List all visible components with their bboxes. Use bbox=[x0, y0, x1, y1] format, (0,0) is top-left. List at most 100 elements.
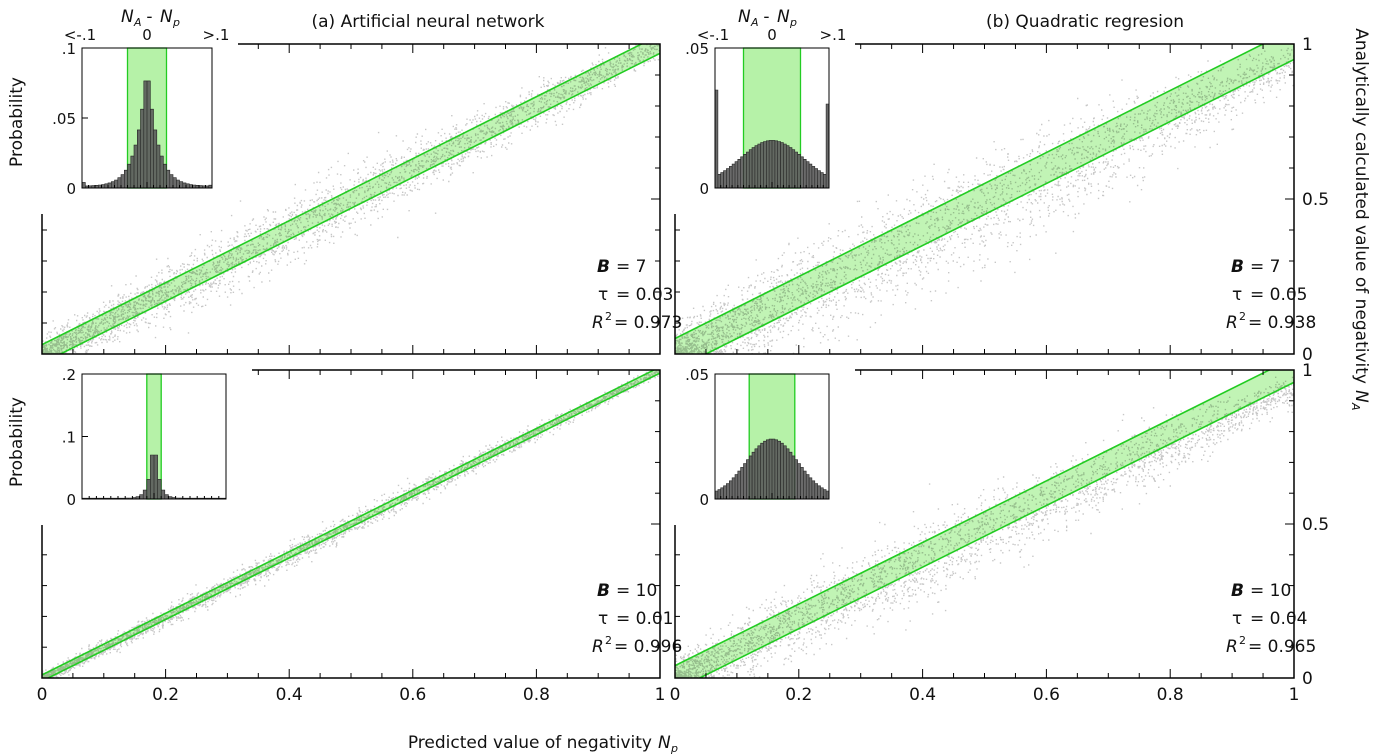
band-upper-line bbox=[42, 370, 656, 676]
y-axis-subscript: A bbox=[1349, 402, 1362, 411]
tolerance-band bbox=[42, 370, 660, 678]
y-tick-label: 0.5 bbox=[1302, 515, 1329, 535]
x-axis-symbol: N bbox=[658, 733, 671, 753]
y-axis-symbol: N bbox=[1351, 390, 1371, 403]
x-tick-label: 0.8 bbox=[523, 685, 550, 705]
x-tick-label: 1 bbox=[1289, 685, 1300, 705]
stat-R2-value: = 0.973 bbox=[614, 313, 682, 333]
tolerance-band bbox=[675, 370, 1294, 678]
panel-a-top: B = 7 τ = 0.03 R 2 = 0.973 .1 .05 0 <-.1 0 >.1 bbox=[40, 26, 682, 355]
svg-text:p: p bbox=[172, 16, 180, 29]
scatter-points bbox=[42, 44, 660, 354]
inset-histogram-bars bbox=[81, 454, 227, 500]
band-lower-line bbox=[46, 372, 660, 678]
stat-R2-exponent: 2 bbox=[605, 634, 612, 647]
stat-R2-symbol: R bbox=[592, 637, 604, 657]
title-a: (a) Artificial neural network bbox=[312, 12, 545, 32]
stat-B-value: = 10 bbox=[1250, 581, 1291, 601]
band-lower-line bbox=[58, 52, 660, 354]
stat-B-label: B bbox=[1231, 257, 1244, 277]
band-upper-line bbox=[675, 370, 1272, 667]
plot-area-b-top bbox=[675, 44, 1294, 354]
inset-b-top: .05 0 bbox=[673, 40, 855, 214]
svg-text:-: - bbox=[758, 7, 775, 27]
inset-ylabel-bottom: Probability bbox=[7, 397, 27, 487]
x-axis-label: Predicted value of negativity bbox=[408, 733, 652, 753]
inset-y-tick-label: .05 bbox=[685, 366, 709, 384]
stat-R2-symbol: R bbox=[1226, 637, 1238, 657]
stat-tau-symbol: τ bbox=[598, 285, 608, 305]
x-axis-subscript: p bbox=[670, 742, 678, 755]
stat-R2-symbol: R bbox=[1226, 313, 1238, 333]
stat-R2-value: = 0.938 bbox=[1248, 313, 1316, 333]
inset-y-tick-label: .05 bbox=[685, 40, 709, 58]
stat-tau-symbol: τ bbox=[1232, 285, 1242, 305]
x-tick-label: 0.2 bbox=[152, 685, 179, 705]
stat-tau-value: = 0.05 bbox=[1250, 285, 1308, 305]
inset-x-tick-label: <-.1 bbox=[697, 26, 729, 44]
plot-area-a-top bbox=[42, 44, 660, 354]
band-upper-line bbox=[675, 44, 1265, 340]
stat-B-value: = 7 bbox=[1250, 257, 1280, 277]
x-tick-label: 0.4 bbox=[909, 685, 936, 705]
stat-tau-value: = 0.03 bbox=[616, 285, 674, 305]
stat-R2-symbol: R bbox=[592, 313, 604, 333]
y-axis-label: Analytically calculated value of negativ… bbox=[1351, 28, 1371, 384]
panel-a-bottom: 0 0.2 0.4 0.6 0.8 1 B = 10 τ = 0.01 R 2 = 0.996 .2 .1 0 bbox=[37, 366, 683, 705]
svg-text:N: N bbox=[121, 7, 134, 27]
panel-b-bottom: 0 0.2 0.4 0.6 0.8 1 1 0.5 0 B = 10 τ = 0.04 R 2 = 0.965… bbox=[670, 361, 1329, 705]
inset-x-tick-label: <-.1 bbox=[64, 26, 96, 44]
inset-y-tick-label: 0 bbox=[66, 180, 76, 198]
stat-B-value: = 10 bbox=[616, 581, 657, 601]
stat-R2-exponent: 2 bbox=[1239, 634, 1246, 647]
stat-R2-exponent: 2 bbox=[1239, 310, 1246, 323]
inset-x-tick-label: 0 bbox=[142, 26, 152, 44]
y-tick-label: 1 bbox=[1302, 35, 1313, 55]
inset-histogram-bars bbox=[81, 80, 213, 189]
plot-area-a-bottom bbox=[42, 370, 660, 678]
y-axis-label-group: Analytically calculated value of negativ… bbox=[1349, 28, 1371, 410]
inset-y-tick-label: 0 bbox=[699, 180, 709, 198]
svg-text:N: N bbox=[777, 7, 790, 27]
y-tick-label: 0 bbox=[1302, 669, 1313, 689]
stat-B-label: B bbox=[1231, 581, 1244, 601]
svg-text:A: A bbox=[750, 16, 759, 29]
panel-b-top: 1 0.5 0 B = 7 τ = 0.05 R 2 = 0.938 .05 0 <-.1 0 >.1 bbox=[673, 26, 1329, 365]
inset-x-tick-label: >.1 bbox=[820, 26, 847, 44]
stat-R2-exponent: 2 bbox=[605, 310, 612, 323]
x-tick-label: 0 bbox=[670, 685, 681, 705]
inset-b-bottom: .05 0 bbox=[673, 366, 855, 525]
x-tick-label: 0.8 bbox=[1157, 685, 1184, 705]
svg-text:N: N bbox=[738, 7, 751, 27]
x-tick-label: 0.6 bbox=[1033, 685, 1060, 705]
inset-y-tick-label: 0 bbox=[66, 491, 76, 509]
x-tick-label: 0.4 bbox=[276, 685, 303, 705]
inset-x-tick-label: 0 bbox=[767, 26, 777, 44]
band-lower-line bbox=[704, 58, 1294, 354]
inset-y-tick-label: .2 bbox=[62, 366, 76, 384]
inset-a-top: .1 .05 0 bbox=[40, 40, 238, 214]
stat-tau-symbol: τ bbox=[1232, 609, 1242, 629]
plot-area-b-bottom bbox=[675, 370, 1294, 678]
tolerance-band bbox=[675, 44, 1294, 354]
x-tick-label: 0.6 bbox=[399, 685, 426, 705]
inset-top-label-b: N A - N p bbox=[738, 7, 797, 29]
inset-top-label-a: N A - N p bbox=[121, 7, 180, 29]
panels: B = 7τ = 0.03R 2 = 0.973.1.050<-.1 0 >.1 10.50B… bbox=[37, 26, 1329, 705]
stat-tau-value: = 0.01 bbox=[616, 609, 674, 629]
x-tick-label: 1 bbox=[655, 685, 666, 705]
scatter-points bbox=[42, 370, 660, 678]
stat-tau-value: = 0.04 bbox=[1250, 609, 1308, 629]
inset-histogram-bars bbox=[714, 89, 830, 189]
scatter-points bbox=[675, 44, 1294, 354]
inset-ylabel-top: Probability bbox=[7, 77, 27, 167]
y-tick-label: 1 bbox=[1302, 361, 1313, 381]
band-lower-line bbox=[697, 381, 1294, 678]
inset-x-tick-label: >.1 bbox=[203, 26, 230, 44]
stat-R2-value: = 0.996 bbox=[614, 637, 682, 657]
svg-text:A: A bbox=[133, 16, 142, 29]
stat-B-label: B bbox=[597, 257, 610, 277]
tolerance-band bbox=[42, 44, 660, 354]
inset-y-tick-label: .05 bbox=[52, 110, 76, 128]
